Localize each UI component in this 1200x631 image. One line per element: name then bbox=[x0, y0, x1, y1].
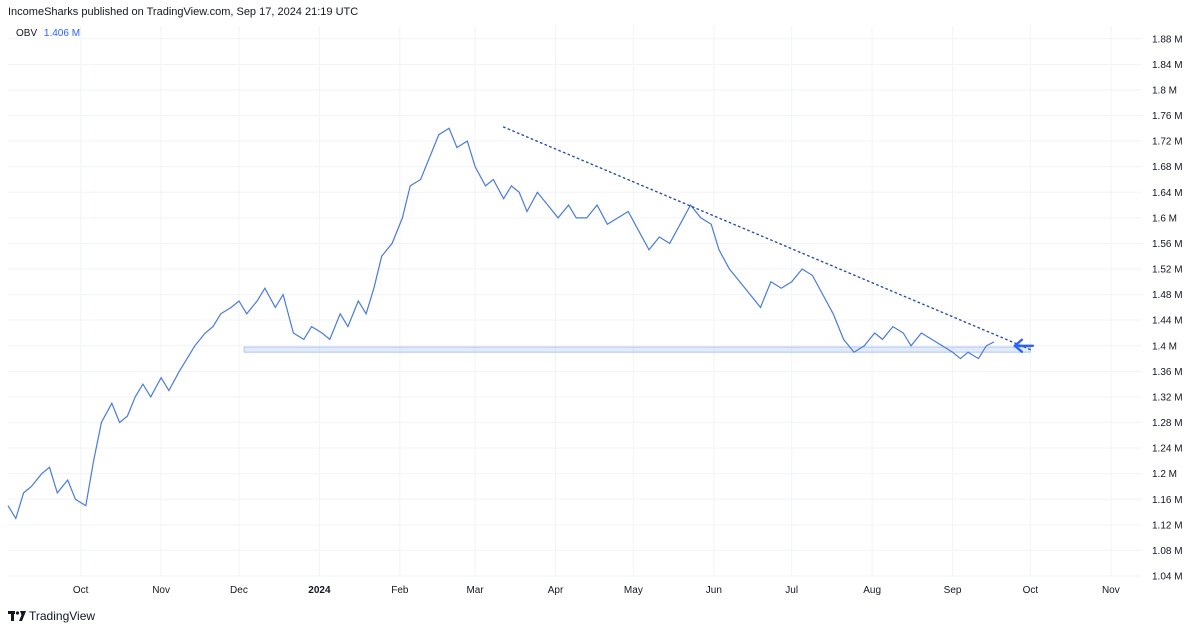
y-tick-label: 1.68 M bbox=[1152, 162, 1183, 173]
legend-indicator-name: OBV bbox=[16, 28, 38, 39]
y-tick-label: 1.88 M bbox=[1152, 34, 1183, 45]
y-tick-label: 1.24 M bbox=[1152, 444, 1183, 455]
chart-annotations bbox=[243, 346, 1031, 353]
y-tick-label: 1.28 M bbox=[1152, 418, 1183, 429]
y-tick-label: 1.84 M bbox=[1152, 60, 1183, 71]
y-tick-label: 1.4 M bbox=[1152, 341, 1177, 352]
price-axis[interactable]: 1.04 M 1.08 M 1.12 M 1.16 M 1.2 M 1.24 M 1.28 … bbox=[1152, 34, 1183, 582]
publish-attribution: IncomeSharks published on TradingView.co… bbox=[8, 6, 359, 18]
x-tick-label: Nov bbox=[152, 585, 170, 596]
tradingview-footer[interactable]: TradingView bbox=[8, 609, 95, 623]
y-tick-label: 1.16 M bbox=[1152, 495, 1183, 506]
y-tick-label: 1.8 M bbox=[1152, 85, 1177, 96]
descending-trendline bbox=[502, 126, 1032, 351]
x-tick-label: Mar bbox=[466, 585, 484, 596]
y-tick-label: 1.12 M bbox=[1152, 520, 1183, 531]
y-tick-label: 1.36 M bbox=[1152, 367, 1183, 378]
time-axis[interactable]: Oct Nov Dec 2024 Feb Mar Apr May Jun Jul Aug Sep Oct… bbox=[73, 585, 1120, 596]
y-tick-label: 1.32 M bbox=[1152, 392, 1183, 403]
x-tick-label: Aug bbox=[863, 585, 881, 596]
y-tick-label: 1.2 M bbox=[1152, 469, 1177, 480]
x-tick-label: Nov bbox=[1102, 585, 1120, 596]
support-band bbox=[243, 346, 1031, 353]
y-tick-label: 1.04 M bbox=[1152, 572, 1183, 583]
tradingview-brand: TradingView bbox=[29, 609, 96, 623]
y-tick-label: 1.08 M bbox=[1152, 546, 1183, 557]
y-tick-label: 1.64 M bbox=[1152, 188, 1183, 199]
y-tick-label: 1.56 M bbox=[1152, 239, 1183, 250]
y-tick-label: 1.44 M bbox=[1152, 316, 1183, 327]
x-tick-label: Oct bbox=[73, 585, 89, 596]
y-tick-label: 1.72 M bbox=[1152, 137, 1183, 148]
x-tick-label: 2024 bbox=[308, 585, 331, 596]
y-tick-label: 1.76 M bbox=[1152, 111, 1183, 122]
arrow-left-icon bbox=[1013, 338, 1035, 353]
x-tick-label: Jul bbox=[785, 585, 798, 596]
y-tick-label: 1.52 M bbox=[1152, 265, 1183, 276]
x-tick-label: Sep bbox=[944, 585, 962, 596]
indicator-legend: OBV 1.406 M bbox=[16, 28, 80, 39]
x-tick-label: Oct bbox=[1023, 585, 1039, 596]
y-tick-label: 1.48 M bbox=[1152, 290, 1183, 301]
x-tick-label: Dec bbox=[230, 585, 248, 596]
x-tick-label: May bbox=[624, 585, 643, 596]
obv-series-line bbox=[7, 127, 995, 520]
chart-grid bbox=[8, 26, 1142, 577]
chart-trendlines bbox=[502, 126, 1035, 353]
x-tick-label: Feb bbox=[391, 585, 409, 596]
x-tick-label: Apr bbox=[548, 585, 564, 596]
x-tick-label: Jun bbox=[706, 585, 722, 596]
y-tick-label: 1.6 M bbox=[1152, 213, 1177, 224]
tradingview-logo-icon bbox=[8, 611, 26, 621]
legend-indicator-value: 1.406 M bbox=[43, 28, 81, 39]
